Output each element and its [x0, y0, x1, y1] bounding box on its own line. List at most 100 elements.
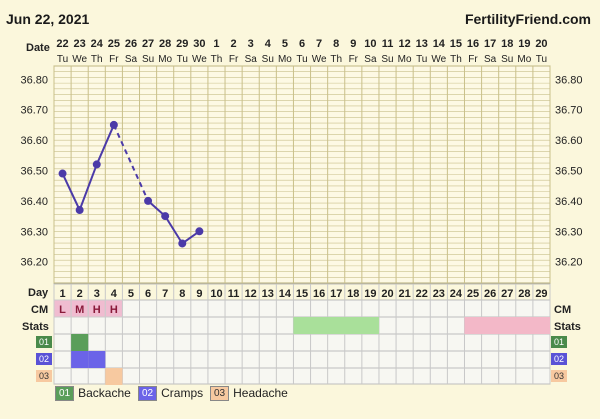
date-tick: 25 — [108, 38, 120, 50]
y-tick-left: 36.40 — [20, 196, 48, 208]
date-tick: 8 — [333, 38, 339, 50]
weekday-tick: Mo — [278, 54, 292, 65]
y-tick-right: 36.70 — [555, 105, 583, 117]
date-tick: 7 — [316, 38, 322, 50]
cycle-day-tick: 12 — [245, 288, 257, 300]
day-row-label: Day — [28, 287, 49, 299]
cycle-day-tick: 15 — [296, 288, 308, 300]
weekday-tick: Fr — [468, 54, 478, 65]
weekday-tick: Fr — [349, 54, 359, 65]
weekday-tick: Tu — [57, 54, 68, 65]
cramps-swatch: 02 — [138, 385, 158, 401]
temp-point — [75, 206, 84, 215]
symptom-cell-cramps — [71, 351, 89, 368]
temp-segment — [164, 215, 184, 245]
row-cm — [53, 299, 551, 318]
stats-row-label-left: Stats — [22, 321, 49, 333]
cm-value: M — [75, 304, 84, 316]
date-tick: 26 — [125, 38, 137, 50]
date-tick: 11 — [382, 38, 394, 50]
symptom-cell-cramps — [88, 351, 106, 368]
date-tick: 15 — [450, 38, 462, 50]
legend-item-headache: 03 Headache — [210, 385, 288, 401]
row-r2 — [53, 350, 551, 369]
cycle-day-tick: 20 — [381, 288, 393, 300]
cycle-day-tick: 1 — [59, 288, 65, 300]
y-tick-left: 36.30 — [20, 226, 48, 238]
cycle-day-tick: 27 — [501, 288, 513, 300]
y-tick-left: 36.60 — [20, 135, 48, 147]
cycle-day-tick: 26 — [484, 288, 496, 300]
cycle-day-tick: 7 — [162, 288, 168, 300]
cycle-day-tick: 29 — [535, 288, 547, 300]
cycle-day-tick: 21 — [398, 288, 410, 300]
weekday-tick: Tu — [177, 54, 188, 65]
weekday-tick: Mo — [517, 54, 531, 65]
date-tick: 28 — [159, 38, 171, 50]
date-tick: 12 — [398, 38, 410, 50]
date-tick: 1 — [213, 38, 219, 50]
weekday-tick: We — [192, 54, 207, 65]
weekday-tick: Th — [330, 54, 342, 65]
weekday-tick: We — [312, 54, 327, 65]
date-row-label: Date — [26, 42, 50, 54]
row-r3 — [53, 367, 551, 385]
y-tick-right: 36.50 — [555, 166, 583, 178]
temp-point — [144, 196, 153, 205]
y-tick-right: 36.80 — [555, 74, 583, 86]
cycle-day-tick: 6 — [145, 288, 151, 300]
cycle-day-tick: 14 — [279, 288, 292, 300]
cycle-day-tick: 9 — [196, 288, 202, 300]
temp-point — [92, 160, 101, 169]
backache-swatch: 01 — [55, 385, 75, 401]
cycle-day-tick: 10 — [210, 288, 222, 300]
symptom-row-tag-right — [551, 353, 567, 365]
cycle-day-tick: 19 — [364, 288, 376, 300]
weekday-tick: Sa — [364, 54, 377, 65]
weekday-tick: Fr — [229, 54, 239, 65]
date-tick: 10 — [364, 38, 376, 50]
cycle-day-tick: 8 — [179, 288, 185, 300]
temp-point — [195, 227, 204, 236]
header-brand: FertilityFriend.com — [465, 11, 591, 27]
weekday-tick: Fr — [109, 54, 119, 65]
weekday-tick: Mo — [158, 54, 172, 65]
temp-point — [109, 120, 118, 129]
symptom-row-tag-left — [36, 370, 52, 382]
cm-value: L — [59, 304, 66, 316]
weekday-tick: Su — [142, 54, 154, 65]
cm-cell — [104, 299, 123, 318]
weekday-tick: Th — [91, 54, 103, 65]
weekday-tick: We — [72, 54, 87, 65]
temp-point — [178, 239, 187, 248]
temp-point — [58, 169, 67, 178]
cycle-day-tick: 24 — [450, 288, 463, 300]
cramps-label: Cramps — [161, 386, 204, 400]
date-tick: 30 — [193, 38, 205, 50]
cm-value: H — [110, 304, 118, 316]
symptom-row-code-left: 01 — [39, 337, 49, 347]
symptom-cell-headache — [105, 368, 123, 385]
symptom-row-code-right: 01 — [554, 337, 564, 347]
weekday-tick: We — [431, 54, 446, 65]
weekday-tick: Th — [211, 54, 223, 65]
stats-row-label-right: Stats — [554, 321, 581, 333]
symptom-row-tag-right — [551, 370, 567, 382]
date-tick: 13 — [416, 38, 428, 50]
weekday-tick: Sa — [245, 54, 258, 65]
header-date: Jun 22, 2021 — [6, 11, 89, 27]
symptom-row-tag-right — [551, 336, 567, 348]
symptom-cell-backache — [71, 334, 89, 351]
cycle-day-tick: 4 — [111, 288, 118, 300]
date-tick: 14 — [433, 38, 446, 50]
temp-point — [161, 212, 170, 221]
weekday-tick: Su — [262, 54, 274, 65]
cycle-day-tick: 11 — [228, 288, 240, 300]
date-tick: 18 — [501, 38, 513, 50]
cycle-day-tick: 22 — [416, 288, 428, 300]
date-tick: 29 — [176, 38, 188, 50]
date-tick: 17 — [484, 38, 496, 50]
date-tick: 23 — [74, 38, 86, 50]
cm-value: H — [93, 304, 101, 316]
temp-segment — [95, 124, 115, 165]
